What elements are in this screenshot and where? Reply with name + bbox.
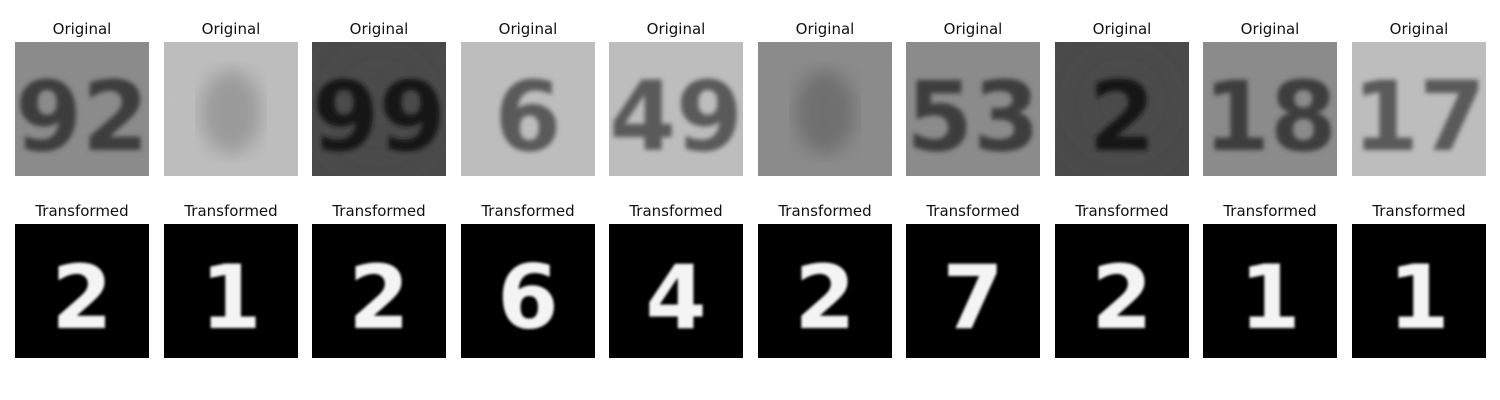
transformed-cell: Transformed 2 — [312, 200, 446, 358]
transformed-label: Transformed — [926, 202, 1020, 220]
svg-text:7: 7 — [942, 246, 1003, 349]
original-cell: Original 92 — [15, 18, 149, 176]
original-digit-image — [758, 42, 892, 176]
original-label: Original — [1240, 20, 1300, 38]
original-label: Original — [52, 20, 112, 38]
transformed-label: Transformed — [1223, 202, 1317, 220]
transformed-label: Transformed — [332, 202, 426, 220]
original-label: Original — [795, 20, 855, 38]
svg-text:2: 2 — [1089, 61, 1156, 173]
transformed-cell: Transformed 2 — [758, 200, 892, 358]
transformed-digit-image: 7 — [906, 224, 1040, 358]
svg-text:4: 4 — [645, 246, 706, 349]
transformed-cell: Transformed 7 — [906, 200, 1040, 358]
svg-text:1: 1 — [1388, 246, 1449, 349]
transformed-cell: Transformed 6 — [461, 200, 595, 358]
original-label: Original — [201, 20, 261, 38]
svg-text:2: 2 — [794, 246, 855, 349]
transformed-digit-image: 2 — [15, 224, 149, 358]
svg-text:18: 18 — [1203, 61, 1337, 173]
original-digit-image — [164, 42, 298, 176]
transformed-digit-image: 2 — [1055, 224, 1189, 358]
transformed-label: Transformed — [35, 202, 129, 220]
svg-text:92: 92 — [15, 61, 149, 173]
original-digit-image: 2 — [1055, 42, 1189, 176]
transformed-cell: Transformed 1 — [164, 200, 298, 358]
transformed-cell: Transformed 4 — [609, 200, 743, 358]
original-row: Original 92 Original Original — [0, 18, 1500, 178]
original-cell: Original 53 — [906, 18, 1040, 176]
transformed-label: Transformed — [1075, 202, 1169, 220]
svg-text:99: 99 — [312, 61, 446, 173]
original-label: Original — [646, 20, 706, 38]
original-cell: Original — [758, 18, 892, 176]
original-digit-image: 17 — [1352, 42, 1486, 176]
svg-text:2: 2 — [348, 246, 409, 349]
svg-text:6: 6 — [495, 61, 562, 173]
original-digit-image: 53 — [906, 42, 1040, 176]
svg-text:17: 17 — [1352, 61, 1486, 173]
original-digit-image: 92 — [15, 42, 149, 176]
original-cell: Original 99 — [312, 18, 446, 176]
transformed-label: Transformed — [481, 202, 575, 220]
transformed-label: Transformed — [1372, 202, 1466, 220]
original-cell: Original — [164, 18, 298, 176]
transformed-digit-image: 2 — [758, 224, 892, 358]
original-digit-image: 49 — [609, 42, 743, 176]
transformed-label: Transformed — [629, 202, 723, 220]
original-cell: Original 49 — [609, 18, 743, 176]
original-label: Original — [498, 20, 558, 38]
transformed-cell: Transformed 2 — [15, 200, 149, 358]
transformed-digit-image: 1 — [1352, 224, 1486, 358]
original-digit-image: 18 — [1203, 42, 1337, 176]
svg-text:1: 1 — [200, 246, 261, 349]
transformed-cell: Transformed 1 — [1203, 200, 1337, 358]
transformed-digit-image: 1 — [1203, 224, 1337, 358]
original-digit-image: 99 — [312, 42, 446, 176]
original-label: Original — [1092, 20, 1152, 38]
original-label: Original — [1389, 20, 1449, 38]
transformed-digit-image: 6 — [461, 224, 595, 358]
svg-text:2: 2 — [1091, 246, 1152, 349]
svg-text:6: 6 — [497, 246, 558, 349]
original-label: Original — [349, 20, 409, 38]
original-label: Original — [943, 20, 1003, 38]
original-cell: Original 2 — [1055, 18, 1189, 176]
transformed-digit-image: 1 — [164, 224, 298, 358]
original-digit-image: 6 — [461, 42, 595, 176]
transformed-label: Transformed — [184, 202, 278, 220]
transformed-label: Transformed — [778, 202, 872, 220]
original-cell: Original 18 — [1203, 18, 1337, 176]
svg-text:53: 53 — [906, 61, 1040, 173]
transformed-row: Transformed 2 Transformed 1 Transformed … — [0, 200, 1500, 360]
svg-text:2: 2 — [51, 246, 112, 349]
svg-text:1: 1 — [1239, 246, 1300, 349]
transformed-cell: Transformed 1 — [1352, 200, 1486, 358]
transformed-digit-image: 2 — [312, 224, 446, 358]
original-cell: Original 6 — [461, 18, 595, 176]
svg-text:49: 49 — [609, 61, 743, 173]
original-cell: Original 17 — [1352, 18, 1486, 176]
transformed-digit-image: 4 — [609, 224, 743, 358]
transformed-cell: Transformed 2 — [1055, 200, 1189, 358]
